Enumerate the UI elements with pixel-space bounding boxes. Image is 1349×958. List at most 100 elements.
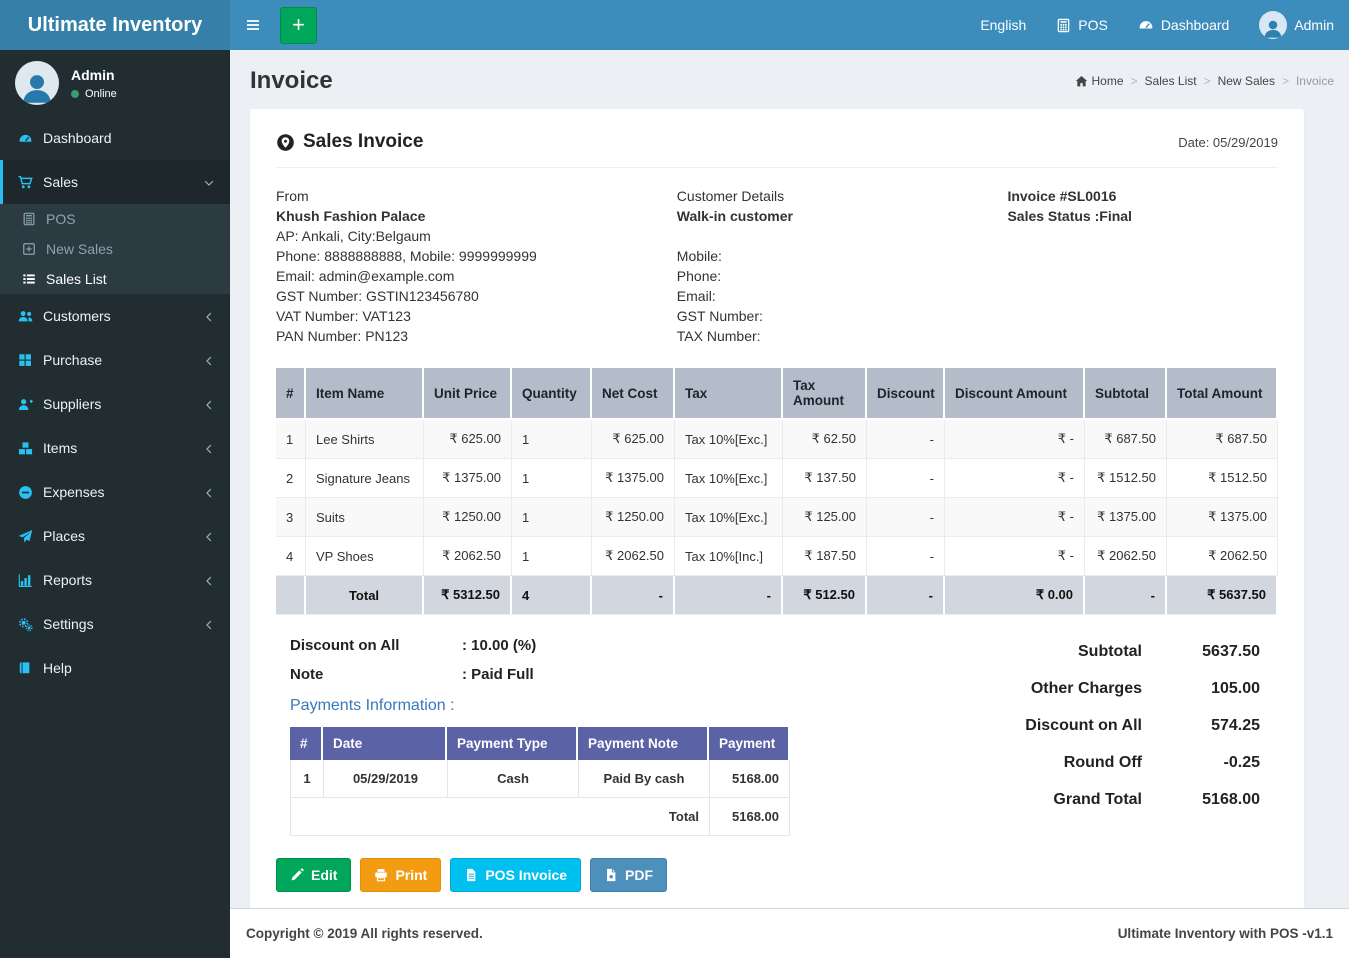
pos-invoice-button[interactable]: POS Invoice [450, 858, 582, 892]
sales-submenu: POS New Sales Sales List [0, 204, 230, 294]
summary-round-off: Round Off -0.25 [1063, 754, 1260, 771]
summary-discount-on-all: Discount on All 574.25 [1025, 717, 1260, 734]
card-title: Sales Invoice [276, 131, 423, 153]
breadcrumb-new-sales[interactable]: New Sales [1217, 74, 1275, 88]
navbar-main: + English POS Dashboard [230, 0, 1349, 50]
user-plus-icon [18, 398, 33, 410]
sidebar-item-places[interactable]: Places [0, 514, 230, 558]
chevron-left-icon [206, 356, 212, 366]
summary-other-charges: Other Charges 105.00 [1030, 680, 1260, 697]
plus-icon: + [292, 12, 305, 37]
app-version-text: Ultimate Inventory with POS -v1.1 [1117, 926, 1333, 941]
sidebar-menu: Dashboard Sales POS New Sales Sales Li [0, 116, 230, 690]
top-navbar: Ultimate Inventory + English POS [0, 0, 1349, 50]
sidebar-item-purchase[interactable]: Purchase [0, 338, 230, 382]
page-footer: Copyright © 2019 All rights reserved. Ul… [230, 908, 1349, 958]
note-line: Note : Paid Full [290, 666, 534, 683]
calculator-icon [23, 212, 35, 226]
main-content: Invoice Home > Sales List > New Sales > … [230, 50, 1349, 908]
sales-status: Sales Status :Final [1007, 208, 1132, 224]
sidebar-item-help[interactable]: Help [0, 646, 230, 690]
grid-icon [19, 354, 31, 366]
chevron-down-icon [204, 180, 214, 187]
sidebar-item-expenses[interactable]: Expenses [0, 470, 230, 514]
sidebar-item-items[interactable]: Items [0, 426, 230, 470]
edit-button[interactable]: Edit [276, 858, 352, 892]
quick-add-button[interactable]: + [280, 6, 317, 44]
invoice-date: Date: 05/29/2019 [1178, 134, 1278, 150]
list-icon [23, 274, 35, 284]
payment-row: 1 05/29/2019 Cash Paid By cash 5168.00 [290, 760, 790, 798]
breadcrumb-current: Invoice [1295, 74, 1334, 88]
invoice-card: Sales Invoice Date: 05/29/2019 From Khus… [250, 109, 1304, 908]
online-dot-icon [71, 89, 79, 98]
nav-user[interactable]: Admin [1244, 0, 1349, 50]
bar-chart-icon [18, 573, 32, 587]
plus-square-icon [23, 243, 35, 255]
cart-icon [18, 175, 33, 188]
page-title: Invoice [250, 67, 333, 94]
person-icon [23, 75, 51, 103]
payments-information-title: Payments Information : [290, 697, 455, 714]
navbar-right-menu: English POS Dashboard Admin [965, 0, 1349, 50]
discount-on-all-line: Discount on All : 10.00 (%) [290, 637, 537, 654]
copyright-text: Copyright © 2019 All rights reserved. [246, 926, 483, 941]
invoice-summary: Subtotal 5637.50 Other Charges 105.00 Di… [948, 637, 1278, 892]
chevron-left-icon [206, 488, 212, 498]
chevron-left-icon [206, 444, 212, 454]
breadcrumb-home[interactable]: Home [1075, 74, 1124, 88]
nav-pos[interactable]: POS [1041, 0, 1123, 50]
customer-details: Customer Details Walk-in customer Mobile… [677, 186, 1008, 346]
sidebar-item-new-sales[interactable]: New Sales [0, 234, 230, 264]
items-table: # Item Name Unit Price Quantity Net Cost… [276, 368, 1278, 615]
summary-grand-total: Grand Total 5168.00 [1053, 791, 1260, 808]
sidebar-item-pos[interactable]: POS [0, 204, 230, 234]
chevron-left-icon [206, 620, 212, 630]
item-row: 4 VP Shoes ₹ 2062.50 1 ₹ 2062.50 Tax 10%… [276, 537, 1278, 576]
pencil-icon [291, 868, 304, 881]
chevron-left-icon [206, 400, 212, 410]
sidebar-toggle-button[interactable] [230, 0, 276, 50]
item-row: 3 Suits ₹ 1250.00 1 ₹ 1250.00 Tax 10%[Ex… [276, 498, 1278, 537]
item-row: 1 Lee Shirts ₹ 625.00 1 ₹ 625.00 Tax 10%… [276, 420, 1278, 459]
from-company-name: Khush Fashion Palace [276, 208, 426, 224]
sidebar-item-sales[interactable]: Sales [0, 160, 230, 204]
summary-subtotal: Subtotal 5637.50 [1078, 643, 1260, 660]
payments-header-row: # Date Payment Type Payment Note Payment [290, 727, 790, 760]
invoice-number: Invoice #SL0016 [1007, 188, 1117, 204]
file-icon [467, 868, 476, 882]
chevron-left-icon [206, 576, 212, 586]
breadcrumb-sales-list[interactable]: Sales List [1144, 74, 1197, 88]
sidebar-item-customers[interactable]: Customers [0, 294, 230, 338]
paper-plane-icon [18, 529, 33, 543]
item-row: 2 Signature Jeans ₹ 1375.00 1 ₹ 1375.00 … [276, 459, 1278, 498]
globe-marker-icon [277, 133, 294, 151]
invoice-meta: Invoice #SL0016 Sales Status :Final [1007, 186, 1278, 346]
app-brand[interactable]: Ultimate Inventory [0, 0, 230, 50]
print-button[interactable]: Print [360, 858, 442, 892]
dashboard-icon [19, 134, 32, 142]
payments-table: # Date Payment Type Payment Note Payment… [290, 727, 790, 836]
items-table-header-row: # Item Name Unit Price Quantity Net Cost… [276, 368, 1278, 420]
hamburger-icon [247, 20, 259, 30]
nav-dashboard[interactable]: Dashboard [1123, 0, 1245, 50]
gears-icon [19, 617, 33, 631]
minus-circle-icon [19, 485, 32, 499]
calculator-icon [1057, 18, 1070, 32]
sidebar-item-dashboard[interactable]: Dashboard [0, 116, 230, 160]
breadcrumb-separator: > [1281, 74, 1289, 88]
sidebar-item-sales-list[interactable]: Sales List [0, 264, 230, 294]
users-icon [18, 310, 33, 321]
person-icon [1264, 20, 1282, 38]
sidebar-item-suppliers[interactable]: Suppliers [0, 382, 230, 426]
chevron-left-icon [206, 532, 212, 542]
pdf-button[interactable]: PDF [590, 858, 668, 892]
sidebar-user-status: Online [71, 88, 117, 100]
nav-language[interactable]: English [980, 17, 1027, 33]
sidebar-item-reports[interactable]: Reports [0, 558, 230, 602]
sidebar-user-panel: Admin Online [0, 50, 230, 116]
from-heading: From [276, 188, 309, 204]
breadcrumb: Home > Sales List > New Sales > Invoice [1075, 74, 1334, 88]
sidebar-item-settings[interactable]: Settings [0, 602, 230, 646]
